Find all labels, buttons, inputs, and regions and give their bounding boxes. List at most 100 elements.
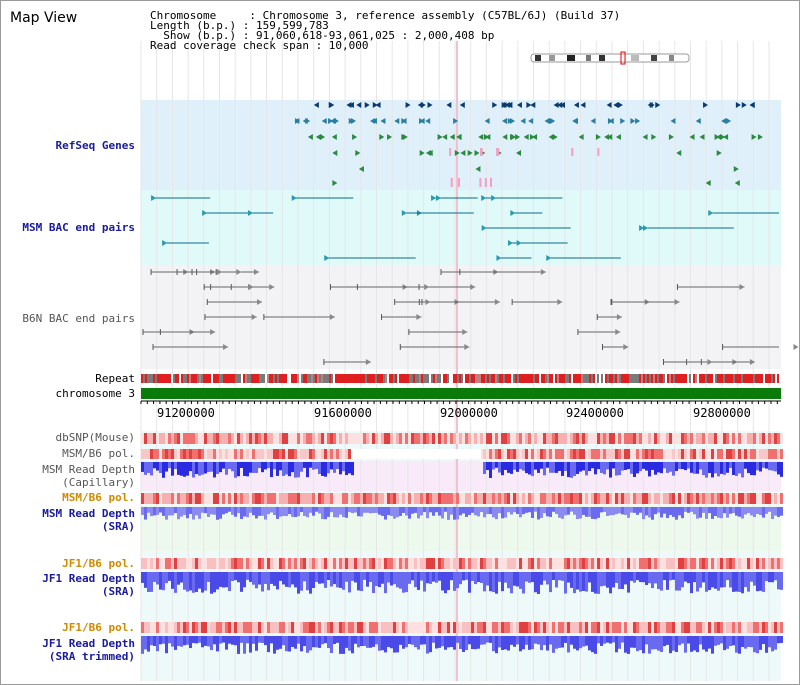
pol-cell: [408, 493, 411, 504]
pol-cell: [423, 622, 426, 633]
pol-cell: [561, 622, 564, 633]
repeat-block: [431, 374, 433, 383]
pol-cell: [249, 433, 252, 444]
repeat-block: [321, 374, 323, 383]
depth-bar: [267, 636, 270, 653]
repeat-block: [415, 374, 417, 383]
depth-bar: [453, 507, 456, 520]
repeat-block: [519, 374, 521, 383]
pol-cell: [297, 622, 300, 633]
repeat-block: [479, 374, 481, 383]
depth-bar: [144, 507, 147, 520]
pol-cell: [525, 493, 528, 504]
depth-bar: [558, 507, 561, 518]
depth-bar: [264, 636, 267, 646]
pol-cell: [600, 622, 603, 633]
repeat-block: [377, 374, 379, 383]
repeat-block: [213, 374, 215, 383]
pol-cell: [528, 558, 531, 569]
repeat-block: [731, 374, 733, 383]
depth-bar: [360, 636, 363, 647]
track-label-msm-bac[interactable]: MSM BAC end pairs: [22, 221, 135, 234]
repeat-block: [617, 374, 619, 383]
pol-cell: [402, 493, 405, 504]
depth-bar: [540, 507, 543, 518]
depth-bar: [396, 572, 399, 588]
pol-cell: [534, 558, 537, 569]
pol-cell: [651, 622, 654, 633]
depth-bar: [393, 572, 396, 585]
depth-bar: [741, 507, 744, 519]
depth-bar: [294, 462, 297, 478]
repeat-block: [489, 374, 491, 383]
depth-bar: [681, 572, 684, 588]
gene-arrow: [557, 102, 563, 108]
repeat-block: [427, 374, 429, 383]
repeat-block: [565, 374, 567, 383]
depth-bar: [537, 507, 540, 520]
pol-cell: [195, 449, 198, 459]
depth-bar: [687, 572, 690, 584]
depth-bar: [567, 507, 570, 515]
depth-bar: [594, 572, 597, 594]
depth-bar: [780, 507, 783, 516]
pol-cell: [711, 622, 714, 633]
repeat-block: [327, 374, 329, 383]
pol-cell: [735, 622, 738, 633]
pol-cell: [282, 493, 285, 504]
bac-end: [470, 284, 476, 290]
track-label-refseq[interactable]: RefSeq Genes: [55, 139, 135, 152]
track-label-b6n-bac[interactable]: B6N BAC end pairs: [22, 312, 135, 325]
depth-bar: [141, 572, 144, 583]
pol-cell: [420, 558, 423, 569]
pol-cell: [477, 493, 480, 504]
depth-bar: [198, 462, 201, 476]
pol-cell: [243, 449, 246, 459]
pol-cell: [669, 433, 672, 444]
depth-bar: [603, 636, 606, 644]
depth-bar: [582, 636, 585, 647]
pol-cell: [558, 493, 561, 504]
pol-cell: [534, 449, 537, 459]
depth-bar: [300, 462, 303, 472]
depth-bar: [423, 507, 426, 513]
depth-bar: [213, 462, 216, 478]
depth-bar: [489, 507, 492, 515]
repeat-block: [249, 374, 251, 383]
depth-bar: [537, 636, 540, 645]
repeat-block: [597, 374, 599, 383]
pol-cell: [447, 558, 450, 569]
pol-cell: [588, 449, 591, 459]
repeat-block: [767, 374, 769, 383]
depth-bar: [534, 507, 537, 512]
repeat-block: [755, 374, 757, 383]
pol-cell: [588, 558, 591, 569]
depth-bar: [447, 507, 450, 520]
pol-cell: [234, 493, 237, 504]
depth-bar: [228, 507, 231, 512]
repeat-block: [399, 374, 401, 383]
pol-cell: [393, 433, 396, 444]
repeat-block: [449, 374, 451, 383]
repeat-block: [157, 374, 159, 383]
depth-bar: [375, 636, 378, 645]
repeat-block: [331, 374, 333, 383]
pol-cell: [156, 622, 159, 633]
depth-bar: [504, 572, 507, 583]
pol-cell: [612, 558, 615, 569]
depth-bar: [324, 572, 327, 588]
pol-cell: [645, 433, 648, 444]
ideogram-band: [651, 55, 657, 61]
depth-bar: [519, 462, 522, 470]
depth-bar: [297, 507, 300, 517]
depth-bar: [153, 572, 156, 582]
repeat-block: [245, 374, 247, 383]
pol-cell: [336, 622, 339, 633]
pol-cell: [264, 622, 267, 633]
ideogram-band: [567, 55, 575, 61]
pol-cell: [729, 493, 732, 504]
pol-cell: [621, 622, 624, 633]
pol-cell: [726, 622, 729, 633]
pol-cell: [594, 433, 597, 444]
